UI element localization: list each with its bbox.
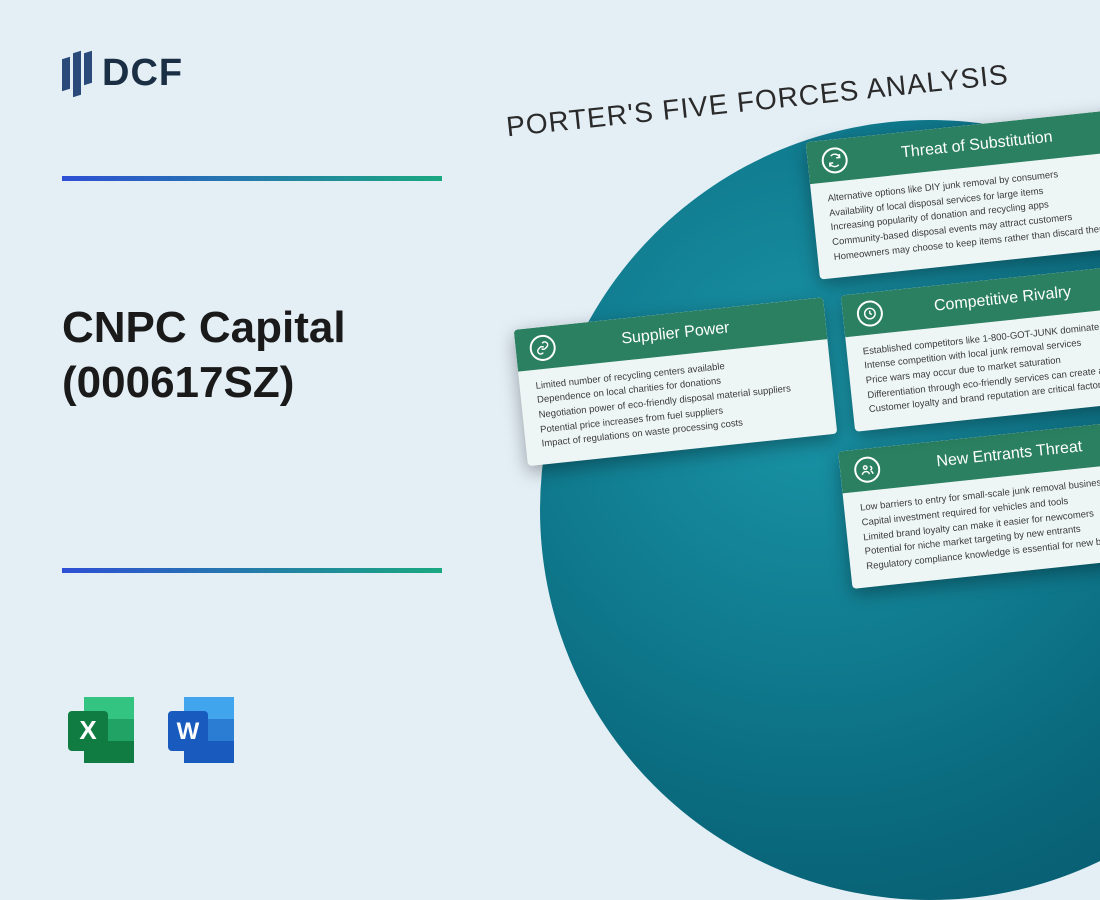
word-icon: W (162, 691, 240, 769)
svg-text:W: W (177, 718, 200, 745)
company-title: CNPC Capital (000617SZ) (62, 300, 346, 410)
divider-bottom (62, 560, 442, 565)
card-rivalry: Competitive Rivalry Established competit… (841, 263, 1100, 432)
force-cards: Threat of Substitution Alternative optio… (497, 108, 1100, 639)
title-line-2: (000617SZ) (62, 355, 346, 410)
file-icons-row: X W (62, 691, 240, 769)
link-icon (528, 333, 557, 362)
refresh-icon (820, 146, 849, 175)
users-icon (853, 456, 882, 485)
title-line-1: CNPC Capital (62, 300, 346, 355)
svg-text:X: X (79, 715, 97, 745)
logo-bars-icon (62, 48, 92, 98)
card-supplier: Supplier Power Limited number of recycli… (514, 297, 838, 466)
excel-icon: X (62, 691, 140, 769)
divider-top (62, 168, 442, 173)
brand-logo: DCF (62, 48, 183, 98)
clock-icon (856, 299, 885, 328)
brand-name: DCF (102, 52, 183, 95)
